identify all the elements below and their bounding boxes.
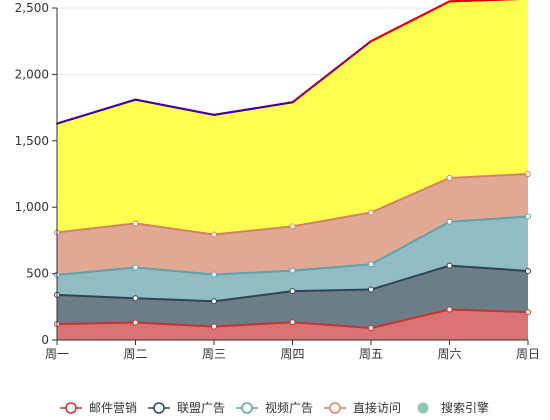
data-point bbox=[289, 267, 296, 274]
data-point bbox=[368, 261, 374, 268]
data-point bbox=[132, 264, 139, 271]
data-point bbox=[368, 286, 374, 293]
data-point bbox=[525, 309, 531, 316]
series-line-segment bbox=[56, 98, 137, 125]
area-2 bbox=[57, 265, 528, 329]
axes: 0 500 1,000 1,500 2,000 2,500 周一 周二 周三 周四 周五 周六 周日 bbox=[15, 1, 540, 361]
data-point bbox=[211, 298, 217, 305]
legend-label: 邮件营销 bbox=[89, 401, 137, 415]
data-point bbox=[289, 288, 296, 295]
data-point bbox=[525, 171, 531, 177]
legend-item[interactable]: 搜索引擎 bbox=[417, 400, 489, 415]
data-point bbox=[289, 223, 296, 230]
data-point bbox=[211, 271, 217, 278]
legend-circle-icon bbox=[65, 402, 77, 414]
data-point bbox=[132, 319, 139, 326]
data-point bbox=[446, 174, 453, 181]
y-tick-label: 2,500 bbox=[15, 1, 49, 15]
data-point bbox=[446, 306, 453, 313]
legend-label: 视频广告 bbox=[265, 400, 313, 415]
legend-label: 直接访问 bbox=[353, 400, 401, 415]
x-tick-label: 周一 bbox=[45, 347, 69, 361]
x-tick-label: 周六 bbox=[437, 347, 461, 361]
legend-circle-icon bbox=[417, 402, 429, 414]
y-tick-label: 0 bbox=[41, 333, 49, 347]
x-tick-label: 周二 bbox=[123, 347, 147, 361]
data-point bbox=[289, 319, 296, 326]
y-tick-label: 2,000 bbox=[15, 67, 49, 81]
data-point bbox=[525, 267, 531, 274]
legend-circle-icon bbox=[153, 402, 165, 414]
series-line-segment bbox=[291, 40, 372, 104]
legend-circle-icon bbox=[329, 402, 341, 414]
data-point bbox=[211, 231, 217, 238]
y-tick-label: 1,500 bbox=[15, 134, 49, 148]
data-point bbox=[368, 209, 374, 216]
series-line-segment bbox=[213, 101, 294, 116]
series-line-segment bbox=[370, 0, 451, 43]
data-point bbox=[446, 262, 453, 269]
legend-item[interactable]: 视频广告 bbox=[236, 400, 313, 415]
x-tick-label: 周三 bbox=[202, 347, 226, 361]
data-point bbox=[132, 220, 139, 227]
area-5 bbox=[57, 0, 528, 235]
legend-item[interactable]: 联盟广告 bbox=[148, 401, 225, 415]
data-point bbox=[446, 218, 453, 225]
legend-item[interactable]: 邮件营销 bbox=[60, 401, 137, 415]
y-tick-label: 500 bbox=[26, 267, 49, 281]
legend[interactable]: 邮件营销 联盟广告 视频广告 直接访问 搜索引擎 bbox=[60, 400, 489, 415]
legend-label: 联盟广告 bbox=[177, 401, 225, 415]
x-tick-label: 周四 bbox=[280, 347, 304, 361]
x-tick-label: 周日 bbox=[516, 347, 540, 361]
data-point bbox=[132, 295, 139, 302]
x-tick-label: 周五 bbox=[359, 347, 383, 361]
legend-circle-icon bbox=[241, 402, 253, 414]
area-4 bbox=[57, 174, 528, 275]
area-3 bbox=[57, 216, 528, 302]
legend-item[interactable]: 直接访问 bbox=[324, 400, 401, 415]
series-line-segment bbox=[448, 0, 520, 3]
series-line-segment bbox=[134, 98, 215, 116]
data-point bbox=[525, 213, 531, 220]
data-point bbox=[211, 323, 217, 330]
legend-label: 搜索引擎 bbox=[441, 400, 489, 415]
data-point bbox=[368, 325, 374, 332]
y-tick-label: 1,000 bbox=[15, 200, 49, 214]
